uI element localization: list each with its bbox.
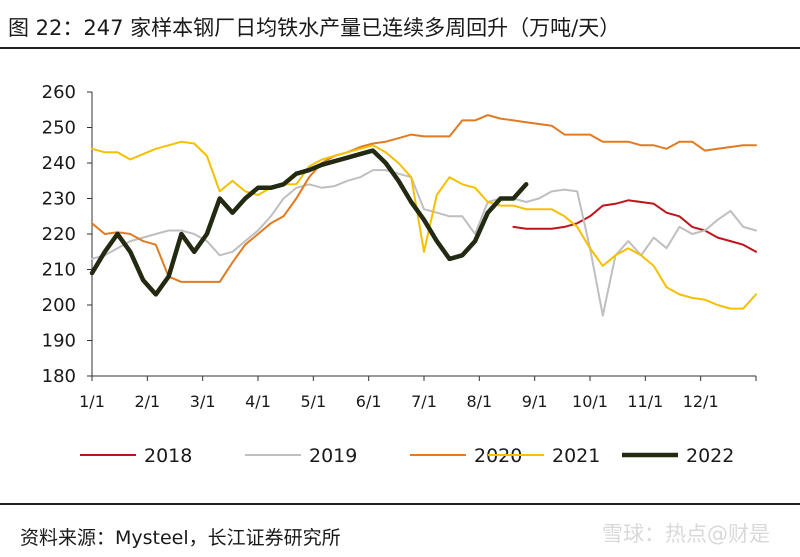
series-line-2021 <box>91 140 757 310</box>
top-rule <box>0 47 800 49</box>
x-tick-label: 7/1 <box>411 392 437 411</box>
x-tick-label: 12/1 <box>683 392 719 411</box>
legend-label-2018: 2018 <box>144 445 192 467</box>
x-tick-label: 11/1 <box>627 392 663 411</box>
x-tick-label: 1/1 <box>79 392 105 411</box>
y-tick-label: 250 <box>42 118 76 139</box>
x-tick-label: 2/1 <box>134 392 160 411</box>
legend-label-2022: 2022 <box>686 445 734 467</box>
series-line-2020 <box>91 114 757 283</box>
y-tick-label: 210 <box>42 260 76 281</box>
y-tick-label: 230 <box>42 189 76 210</box>
x-tick-label: 8/1 <box>466 392 492 411</box>
x-tick-label: 6/1 <box>356 392 382 411</box>
chart-title: 图 22：247 家样本钢厂日均铁水产量已连续多周回升（万吨/天） <box>8 16 621 40</box>
x-tick-label: 3/1 <box>190 392 216 411</box>
series-line-2018 <box>512 199 757 253</box>
legend-label-2021: 2021 <box>552 445 600 467</box>
y-tick-label: 190 <box>42 331 76 352</box>
source-note: 资料来源：Mysteel，长江证券研究所 <box>20 527 341 549</box>
x-tick-label: 4/1 <box>245 392 271 411</box>
series-line-2019 <box>91 169 757 317</box>
x-tick-label: 5/1 <box>300 392 326 411</box>
watermark: 雪球：热点@财是 <box>602 522 770 546</box>
y-tick-label: 240 <box>42 153 76 174</box>
y-tick-label: 220 <box>42 224 76 245</box>
y-tick-label: 200 <box>42 295 76 316</box>
y-tick-label: 180 <box>42 366 76 387</box>
x-tick-label: 10/1 <box>572 392 608 411</box>
x-tick-label: 9/1 <box>522 392 548 411</box>
legend-label-2019: 2019 <box>309 445 357 467</box>
bottom-rule <box>0 503 800 505</box>
y-tick-label: 260 <box>42 82 76 103</box>
series-line-2022 <box>89 148 529 297</box>
